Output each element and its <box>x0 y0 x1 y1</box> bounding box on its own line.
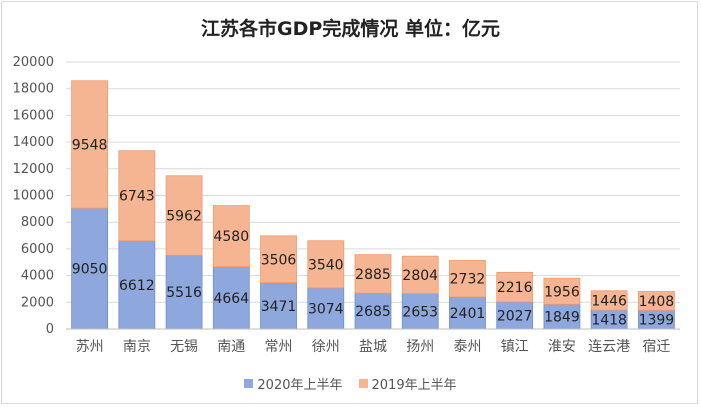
data-label-series1-12: 1399 <box>639 313 675 329</box>
y-tick-label-6: 12000 <box>13 162 54 177</box>
legend-swatch-series-1 <box>244 379 254 388</box>
y-tick-label-4: 8000 <box>21 215 54 230</box>
legend: 2020年上半年 2019年上半年 <box>0 374 701 393</box>
data-label-series2-7: 2804 <box>402 268 438 284</box>
data-label-series2-2: 5962 <box>166 209 202 225</box>
data-label-series1-3: 4664 <box>213 291 249 307</box>
x-tick-label-4: 常州 <box>265 339 293 355</box>
x-tick-label-8: 泰州 <box>453 339 481 355</box>
data-label-series1-4: 3471 <box>261 299 297 315</box>
data-label-series2-6: 2885 <box>355 267 391 283</box>
bar-series2-11 <box>590 290 628 311</box>
y-tick-label-1: 2000 <box>21 295 54 310</box>
y-tick-label-7: 14000 <box>13 135 54 150</box>
y-tick-label-5: 10000 <box>13 189 54 204</box>
bar-series1-5 <box>307 287 345 330</box>
data-label-series1-9: 2027 <box>497 308 533 324</box>
bar-series2-3 <box>212 205 250 268</box>
data-label-series2-10: 1956 <box>544 284 580 300</box>
data-label-series2-5: 3540 <box>308 257 344 273</box>
data-label-series2-9: 2216 <box>497 280 533 296</box>
legend-item-series-1: 2020年上半年 <box>244 374 343 393</box>
bar-series1-4 <box>260 282 297 330</box>
data-label-series2-4: 3506 <box>261 252 297 268</box>
data-label-series1-1: 6612 <box>119 278 155 294</box>
bar-series1-2 <box>165 254 203 330</box>
data-label-series1-11: 1418 <box>591 313 627 329</box>
data-label-series2-12: 1408 <box>639 294 675 310</box>
legend-label-series-1: 2020年上半年 <box>257 378 343 393</box>
x-tick-label-9: 镇江 <box>501 339 529 355</box>
x-tick-label-11: 连云港 <box>588 339 630 355</box>
y-tick-label-10: 20000 <box>13 55 54 70</box>
x-tick-label-5: 徐州 <box>312 339 340 355</box>
legend-item-series-2: 2019年上半年 <box>358 374 457 393</box>
x-tick-label-7: 扬州 <box>406 339 434 355</box>
bar-series2-7 <box>401 255 439 294</box>
x-tick-label-12: 宿迁 <box>642 338 670 355</box>
data-label-series1-7: 2653 <box>402 304 438 320</box>
data-label-series1-6: 2685 <box>355 304 391 320</box>
data-label-series2-3: 4580 <box>213 229 249 245</box>
x-tick-label-1: 南京 <box>123 339 151 355</box>
data-label-series1-2: 5516 <box>166 285 202 301</box>
y-tick-label-0: 0 <box>46 322 54 337</box>
bar-series1-1 <box>118 240 156 330</box>
chart-title: 江苏各市GDP完成情况 单位：亿元 <box>201 18 500 40</box>
y-tick-label-9: 18000 <box>13 82 54 97</box>
bar-series2-1 <box>118 150 156 242</box>
bar-series2-8 <box>449 260 486 298</box>
y-tick-label-2: 4000 <box>21 269 54 284</box>
y-tick-label-8: 16000 <box>13 108 54 123</box>
data-label-series1-8: 2401 <box>450 306 486 322</box>
bar-series2-9 <box>496 271 534 303</box>
x-tick-label-6: 盐城 <box>359 339 387 355</box>
bar-series2-4 <box>260 235 297 284</box>
data-label-series2-8: 2732 <box>450 272 486 288</box>
bar-series1-7 <box>401 293 439 330</box>
x-tick-label-10: 淮安 <box>548 339 576 355</box>
bar-series2-2 <box>165 175 203 256</box>
bar-series2-10 <box>543 277 581 305</box>
data-label-series1-5: 3074 <box>308 301 344 317</box>
bar-series1-3 <box>212 266 250 330</box>
bar-series1-0 <box>71 207 109 330</box>
legend-label-series-2: 2019年上半年 <box>371 378 457 393</box>
bar-series2-5 <box>307 240 345 289</box>
y-tick-label-3: 6000 <box>21 242 54 257</box>
bar-series2-12 <box>637 291 675 311</box>
data-label-series2-11: 1446 <box>591 293 627 309</box>
legend-swatch-series-2 <box>358 379 368 388</box>
data-label-series2-1: 6743 <box>119 189 155 205</box>
x-tick-label-0: 苏州 <box>76 339 104 355</box>
bar-series2-0 <box>71 80 109 209</box>
x-tick-label-3: 南通 <box>217 339 245 355</box>
data-label-series2-0: 9548 <box>72 137 108 153</box>
x-tick-label-2: 无锡 <box>170 339 198 355</box>
data-label-series1-10: 1849 <box>544 310 580 326</box>
data-label-series1-0: 9050 <box>72 262 108 278</box>
bar-series2-6 <box>354 254 392 294</box>
